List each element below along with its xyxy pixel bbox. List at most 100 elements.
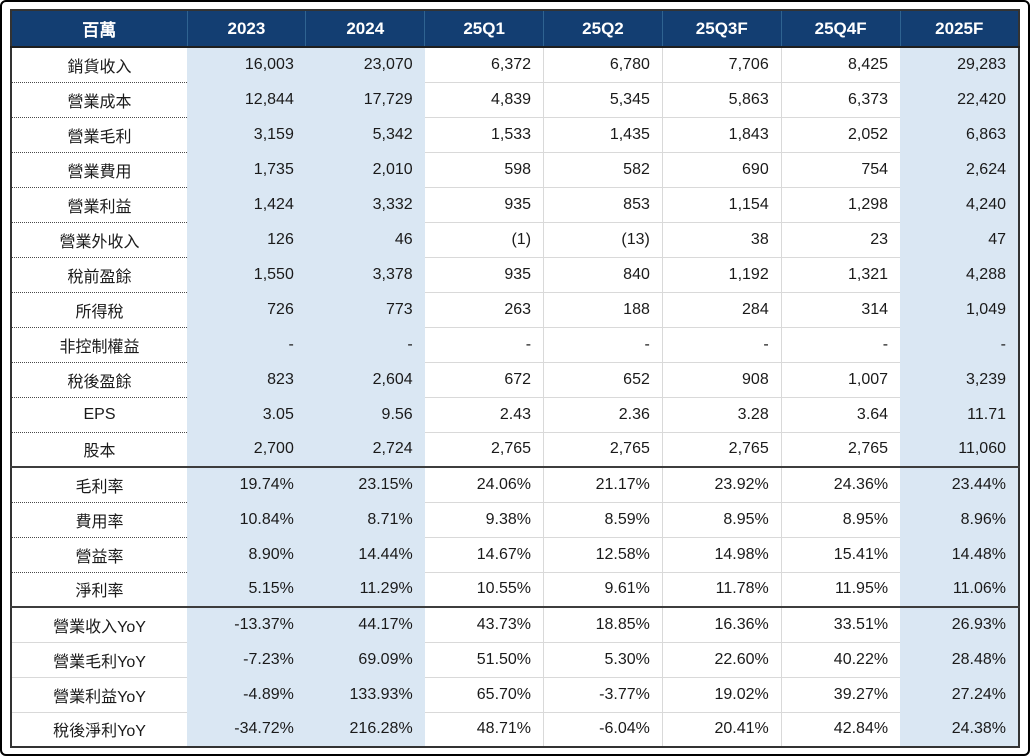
- table-body: 銷貨收入 16,003 23,070 6,372 6,780 7,706 8,425 29,2…: [11, 47, 1019, 747]
- cell: 10.55%: [424, 572, 544, 608]
- cell: 9.38%: [424, 502, 544, 538]
- cell: 69.09%: [305, 642, 425, 677]
- cell: 1,735: [187, 152, 306, 187]
- cell: 11.29%: [305, 572, 425, 608]
- table-row: 營業毛利 3,159 5,342 1,533 1,435 1,843 2,052 6,863: [11, 117, 1019, 153]
- cell: -: [543, 327, 663, 363]
- cell: 26.93%: [900, 607, 1019, 642]
- column-header-25q4f: 25Q4F: [780, 10, 901, 48]
- row-label: 營業毛利: [11, 117, 187, 153]
- cell: (13): [543, 222, 663, 258]
- cell: 908: [661, 362, 782, 398]
- cell: 17,729: [305, 82, 425, 117]
- cell: 11.95%: [780, 572, 901, 608]
- table-row: 營業外收入 126 46 (1) (13) 38 23 47: [11, 222, 1019, 258]
- cell: 6,780: [543, 47, 663, 83]
- cell: 42.84%: [780, 712, 901, 747]
- row-label: 營業收入YoY: [11, 607, 187, 643]
- column-header-2024: 2024: [305, 10, 425, 48]
- cell: 18.85%: [543, 607, 663, 643]
- column-header-2023: 2023: [186, 10, 306, 48]
- row-label: 營業外收入: [11, 222, 187, 258]
- cell: 5.15%: [187, 572, 306, 608]
- cell: 40.22%: [780, 642, 901, 678]
- cell: 263: [424, 292, 544, 328]
- cell: 1,843: [661, 117, 782, 153]
- cell: 2,010: [305, 152, 425, 187]
- cell: 2,765: [424, 432, 544, 468]
- cell: 2,765: [543, 432, 663, 468]
- table-row: EPS 3.05 9.56 2.43 2.36 3.28 3.64 11.71: [11, 397, 1019, 433]
- cell: 672: [424, 362, 544, 398]
- row-label: 營業成本: [11, 82, 187, 118]
- cell: -7.23%: [187, 642, 306, 677]
- cell: 44.17%: [305, 607, 425, 642]
- row-label: 毛利率: [11, 467, 187, 503]
- cell: 2,700: [187, 432, 306, 468]
- cell: 23: [780, 222, 901, 258]
- table-row: 營業費用 1,735 2,010 598 582 690 754 2,624: [11, 152, 1019, 188]
- cell: 38: [661, 222, 782, 258]
- cell: 28.48%: [900, 642, 1019, 677]
- table-row: 毛利率 19.74% 23.15% 24.06% 21.17% 23.92% 24.36% 2…: [11, 467, 1019, 503]
- cell: 24.36%: [780, 467, 901, 503]
- cell: 4,240: [900, 187, 1019, 222]
- row-label: 銷貨收入: [11, 47, 187, 83]
- cell: 5.30%: [543, 642, 663, 678]
- cell: 43.73%: [424, 607, 544, 643]
- cell: 582: [543, 152, 663, 188]
- cell: 5,345: [543, 82, 663, 118]
- cell: 9.56: [305, 397, 425, 432]
- cell: 1,049: [900, 292, 1019, 327]
- cell: 935: [424, 187, 544, 223]
- cell: 133.93%: [305, 677, 425, 712]
- cell: 1,321: [780, 257, 901, 293]
- cell: 652: [543, 362, 663, 398]
- cell: 12.58%: [543, 537, 663, 573]
- cell: 33.51%: [780, 607, 901, 643]
- cell: 2.36: [543, 397, 663, 433]
- cell: 773: [305, 292, 425, 327]
- cell: 19.74%: [187, 467, 306, 502]
- cell: 598: [424, 152, 544, 188]
- row-label: 股本: [11, 432, 187, 468]
- table-row: 營業成本 12,844 17,729 4,839 5,345 5,863 6,373 22,4…: [11, 82, 1019, 118]
- cell: 16,003: [187, 47, 306, 82]
- cell: 65.70%: [424, 677, 544, 713]
- cell: 7,706: [661, 47, 782, 83]
- cell: 4,839: [424, 82, 544, 118]
- row-label: 營業毛利YoY: [11, 642, 187, 678]
- cell: -: [900, 327, 1019, 362]
- cell: 51.50%: [424, 642, 544, 678]
- table-row: 營業毛利YoY -7.23% 69.09% 51.50% 5.30% 22.60% 40.2…: [11, 642, 1019, 678]
- cell: -: [187, 327, 306, 362]
- cell: 935: [424, 257, 544, 293]
- cell: 216.28%: [305, 712, 425, 747]
- table-row: 營業收入YoY -13.37% 44.17% 43.73% 18.85% 16.36% 33…: [11, 607, 1019, 643]
- table-header: 百萬 2023 2024 25Q1 25Q2 25Q3F 25Q4F 2025F: [11, 10, 1019, 48]
- cell: 10.84%: [187, 502, 306, 537]
- cell: 726: [187, 292, 306, 327]
- table-row: 營業利益 1,424 3,332 935 853 1,154 1,298 4,240: [11, 187, 1019, 223]
- cell: 3,378: [305, 257, 425, 292]
- cell: 46: [305, 222, 425, 257]
- cell: -4.89%: [187, 677, 306, 712]
- cell: 754: [780, 152, 901, 188]
- cell: 16.36%: [661, 607, 782, 643]
- cell: 2,765: [780, 432, 901, 468]
- row-label: 營益率: [11, 537, 187, 573]
- cell: 3.05: [187, 397, 306, 432]
- cell: 11.78%: [661, 572, 782, 608]
- cell: 24.06%: [424, 467, 544, 503]
- table-row: 營業利益YoY -4.89% 133.93% 65.70% -3.77% 19.02% 39…: [11, 677, 1019, 713]
- cell: -: [780, 327, 901, 363]
- table-row: 淨利率 5.15% 11.29% 10.55% 9.61% 11.78% 11.95% 11.…: [11, 572, 1019, 608]
- cell: -6.04%: [543, 712, 663, 747]
- cell: -: [305, 327, 425, 362]
- cell: 3,239: [900, 362, 1019, 397]
- cell: 3.28: [661, 397, 782, 433]
- cell: 39.27%: [780, 677, 901, 713]
- cell: 1,435: [543, 117, 663, 153]
- cell: 23,070: [305, 47, 425, 82]
